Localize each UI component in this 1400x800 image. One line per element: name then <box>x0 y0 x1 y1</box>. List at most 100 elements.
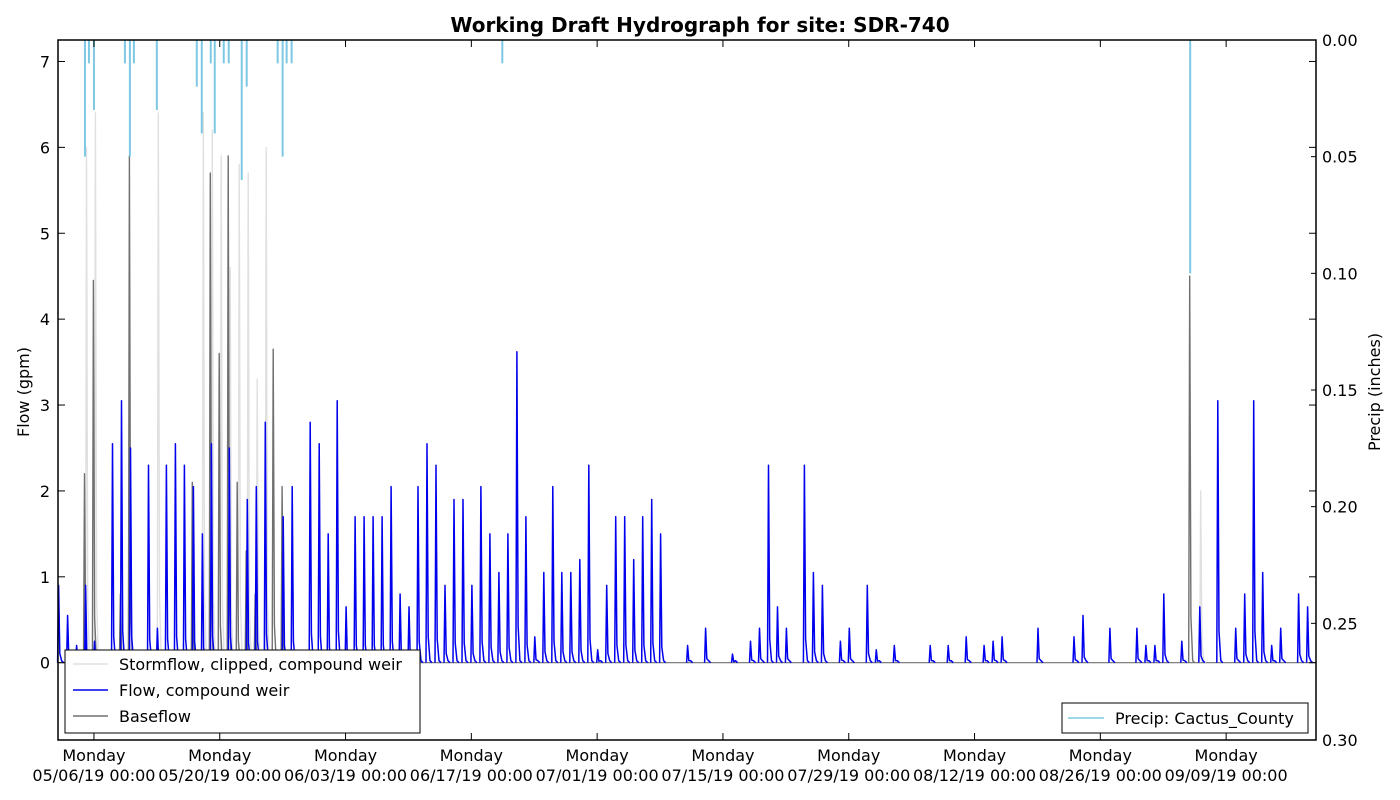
y2-axis-label: Precip (inches) <box>1365 333 1384 451</box>
x-tick-label-date-3: 06/17/19 00:00 <box>410 766 533 785</box>
y2-tick-label-6: 0.30 <box>1322 731 1358 750</box>
y-tick-label-6: 6 <box>40 138 50 157</box>
y2-tick-label-0: 0.00 <box>1322 31 1358 50</box>
legend-left: Stormflow, clipped, compound weir Flow, c… <box>64 649 421 734</box>
x-tick-label-day-6: Monday <box>817 746 880 765</box>
flow-peak-100 <box>1269 644 1278 664</box>
flow-peak-85 <box>1036 627 1044 664</box>
y-tick-label-0: 0 <box>40 654 50 673</box>
flow-peak-101 <box>1278 627 1287 664</box>
flow-peak-59 <box>631 558 640 664</box>
flow-peak-42 <box>479 485 487 664</box>
flow-peak-48 <box>533 636 541 664</box>
x-tick-label-day-5: Monday <box>691 746 754 765</box>
flow-peak-43 <box>488 533 496 664</box>
flow-peak-98 <box>1251 399 1260 664</box>
flow-peak-97 <box>1242 593 1251 664</box>
y-tick-label-3: 3 <box>40 396 50 415</box>
flow-peak-45 <box>506 533 514 664</box>
plot-area <box>56 40 1316 664</box>
flow-peak-9 <box>146 464 155 664</box>
flow-peak-77 <box>874 649 882 664</box>
flow-peak-93 <box>1180 640 1188 664</box>
flow-peak-84 <box>1000 636 1008 664</box>
flow-peak-60 <box>640 515 649 664</box>
flow-peak-73 <box>820 584 828 664</box>
x-tick-label-day-1: Monday <box>188 746 251 765</box>
flow-peak-88 <box>1108 627 1116 664</box>
flow-peak-31 <box>380 515 388 664</box>
baseflow-peak-11 <box>271 348 279 664</box>
flow-peak-83 <box>991 640 999 664</box>
flow-peak-74 <box>838 640 846 664</box>
flow-peak-102 <box>1296 593 1305 664</box>
y-tick-label-4: 4 <box>40 310 50 329</box>
x-tick-label-date-4: 07/01/19 00:00 <box>536 766 659 785</box>
x-tick-label-date-6: 07/29/19 00:00 <box>787 766 910 785</box>
flow-peak-61 <box>649 498 658 664</box>
flow-peak-32 <box>389 485 397 664</box>
y2-tick-label-1: 0.05 <box>1322 148 1358 167</box>
flow-peak-41 <box>470 584 478 664</box>
flow-peak-56 <box>604 584 613 664</box>
flow-peak-71 <box>802 464 810 664</box>
flow-peak-75 <box>847 627 855 664</box>
legend-left-label-0: Stormflow, clipped, compound weir <box>119 655 402 674</box>
flow-peak-79 <box>928 644 936 664</box>
x-tick-label-date-2: 06/03/19 00:00 <box>284 766 407 785</box>
x-tick-label-day-2: Monday <box>314 746 377 765</box>
flow-peak-58 <box>622 515 631 664</box>
x-tick-label-date-8: 08/26/19 00:00 <box>1039 766 1162 785</box>
flow-peak-63 <box>685 644 694 664</box>
x-tick-label-date-7: 08/12/19 00:00 <box>913 766 1036 785</box>
flow-peak-82 <box>982 644 990 664</box>
flow-peak-70 <box>784 627 792 664</box>
stormflow-peak-1 <box>93 112 101 664</box>
y2-tick-label-3: 0.15 <box>1322 381 1358 400</box>
flow-peak-67 <box>757 627 766 664</box>
flow-peak-49 <box>542 571 550 664</box>
x-tick-label-date-0: 05/06/19 00:00 <box>32 766 155 785</box>
flow-peak-103 <box>1305 606 1314 664</box>
flow-peak-7 <box>119 399 128 664</box>
x-tick-label-day-0: Monday <box>62 746 125 765</box>
chart-title: Working Draft Hydrograph for site: SDR-7… <box>450 13 949 37</box>
y-axis-left: 0 1 2 3 4 5 6 7 <box>40 52 1316 673</box>
flow-peak-92 <box>1162 593 1170 664</box>
flow-peak-36 <box>425 442 433 664</box>
y2-tick-label-5: 0.25 <box>1322 614 1358 633</box>
flow-peak-86 <box>1072 636 1080 664</box>
flow-peak-53 <box>578 558 586 664</box>
flow-peak-94 <box>1198 606 1206 664</box>
flow-peak-46 <box>515 351 523 664</box>
flow-peak-89 <box>1135 627 1143 664</box>
y-axis-right: 0.00 0.05 0.10 0.15 0.20 0.25 0.30 <box>1311 31 1358 750</box>
flow-peak-65 <box>730 653 739 664</box>
legend-right: Precip: Cactus_County <box>1061 702 1309 734</box>
flow-peak-13 <box>182 464 190 664</box>
flow-peak-76 <box>865 584 873 664</box>
legend-left-box <box>64 649 421 734</box>
flow-peak-87 <box>1081 614 1089 664</box>
stormflow-peak-0 <box>84 146 92 664</box>
x-tick-label-date-5: 07/15/19 00:00 <box>661 766 784 785</box>
x-tick-label-day-8: Monday <box>1069 746 1132 765</box>
flow-peak-39 <box>452 498 460 664</box>
x-tick-label-day-9: Monday <box>1195 746 1258 765</box>
x-tick-label-day-3: Monday <box>440 746 503 765</box>
y-tick-label-5: 5 <box>40 224 50 243</box>
flow-peak-55 <box>595 649 604 664</box>
flow-peak-81 <box>964 636 972 664</box>
flow-peak-91 <box>1153 644 1161 664</box>
flow-peak-22 <box>290 485 298 664</box>
flow-peak-52 <box>569 571 577 664</box>
baseflow-peak-13 <box>1187 275 1196 664</box>
legend-right-label-0: Precip: Cactus_County <box>1115 709 1294 729</box>
flow-peak-47 <box>524 515 532 664</box>
stormflow-peak-2 <box>156 112 164 664</box>
flow-peak-37 <box>434 464 442 664</box>
stormflow-peak-5 <box>219 155 227 664</box>
flow-peak-38 <box>443 584 451 664</box>
flow-peak-72 <box>811 571 819 664</box>
